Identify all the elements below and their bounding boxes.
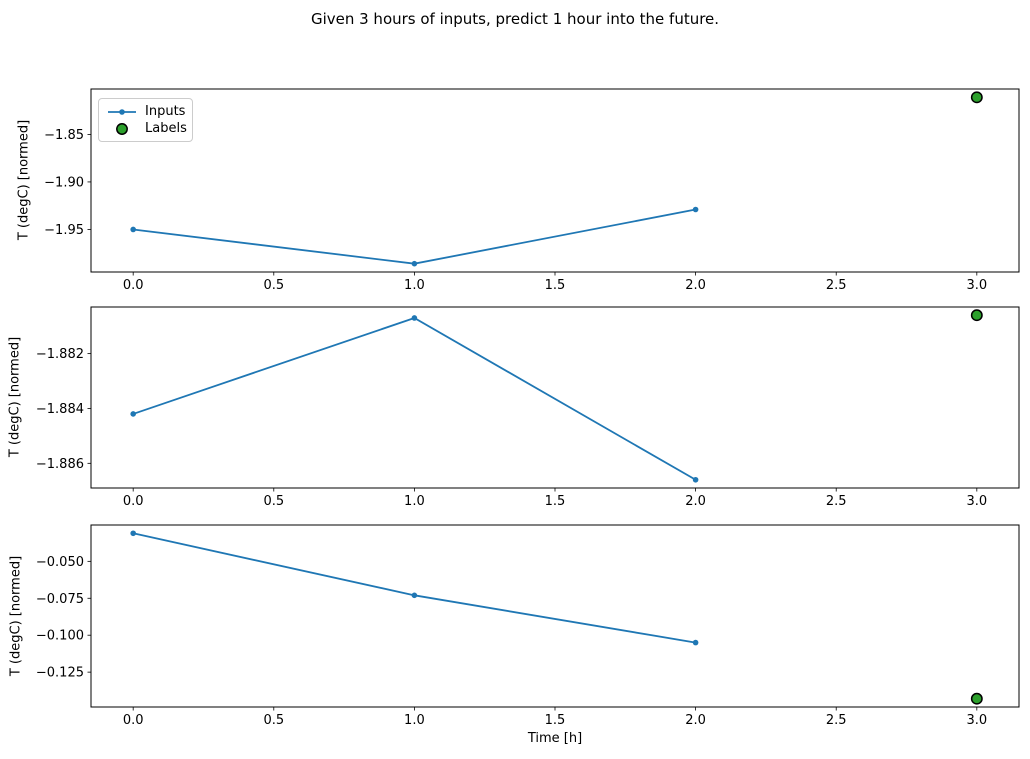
legend-label-inputs: Inputs [145,104,186,119]
y-tick-label: −1.95 [44,223,84,238]
x-tick-label: 3.0 [966,278,987,293]
y-tick-label: −0.050 [36,555,84,570]
inputs-point-marker [130,530,136,537]
x-tick-label: 2.0 [685,494,706,509]
inputs-point-marker [130,226,136,233]
inputs-point-marker [692,206,699,213]
x-tick-label: 1.0 [404,494,425,509]
inputs-point-marker [411,592,418,599]
x-tick-label: 0.5 [263,278,284,293]
labels-scatter-point [970,309,983,322]
figure-title: Given 3 hours of inputs, predict 1 hour … [310,10,720,28]
x-tick-label: 1.5 [545,278,566,293]
y-tick-label: −1.882 [36,347,84,362]
axes-spine [90,524,1020,708]
inputs-line [132,316,697,481]
x-tick-label: 2.5 [826,713,847,728]
x-tick-label: 0.5 [263,713,284,728]
x-tick-label: 1.5 [545,494,566,509]
x-tick-label: 0.0 [123,494,144,509]
inputs-point-marker [692,476,699,483]
y-tick-label: −1.90 [44,175,84,190]
legend: Inputs Labels [98,98,193,142]
y-tick-label: −1.85 [44,128,84,143]
x-tick-label: 2.5 [826,494,847,509]
inputs-line-marker-icon [108,108,136,115]
subplot-2: −1.882 −1.884 −1.886 0.0 0.5 1.0 1.5 2.0 2.5 3.0 [36,306,1020,509]
inputs-point-marker [411,315,418,321]
legend-entry-labels: Labels [105,120,187,137]
y-axis-label-subplot-1: T (degC) [normed] [16,119,32,241]
inputs-point-marker [692,639,699,646]
y-tick-label: −0.075 [36,592,84,607]
x-tick-label: 3.0 [966,713,987,728]
x-tick-label: 2.0 [685,278,706,293]
labels-scatter-point [970,692,983,705]
x-tick-label: 3.0 [966,494,987,509]
y-tick-label: −0.125 [36,666,84,681]
inputs-line [132,532,696,644]
x-tick-label: 2.5 [826,278,847,293]
labels-circle-marker-icon [116,122,128,135]
inputs-point-marker [130,411,136,417]
x-tick-label: 1.0 [404,278,425,293]
x-tick-label: 0.5 [263,494,284,509]
x-axis-label: Time [h] [527,731,583,746]
y-tick-label: −1.886 [36,457,84,472]
x-tick-label: 1.0 [404,713,425,728]
x-tick-label: 0.0 [123,278,144,293]
inputs-line [133,208,696,265]
x-tick-label: 0.0 [123,713,144,728]
legend-entry-inputs: Inputs [105,103,186,120]
y-axis-label-subplot-3: T (degC) [normed] [8,555,24,677]
legend-label-labels: Labels [145,121,187,136]
y-tick-label: −0.100 [36,629,84,644]
subplot-3: −0.050 −0.075 −0.100 −0.125 0.0 0.5 1.0 1.5 2.0 2… [36,524,1020,728]
x-tick-label: 2.0 [685,713,706,728]
subplot-1: −1.85 −1.90 −1.95 0.0 0.5 1.0 1.5 2.0 2.5 3.0 [44,88,1020,293]
axes-spine [90,306,1020,489]
inputs-point-marker [411,260,418,267]
y-axis-label-subplot-2: T (degC) [normed] [7,336,23,458]
axes-spine [90,88,1020,273]
labels-scatter-point [970,91,983,104]
y-tick-label: −1.884 [36,402,84,417]
x-tick-label: 1.5 [545,713,566,728]
